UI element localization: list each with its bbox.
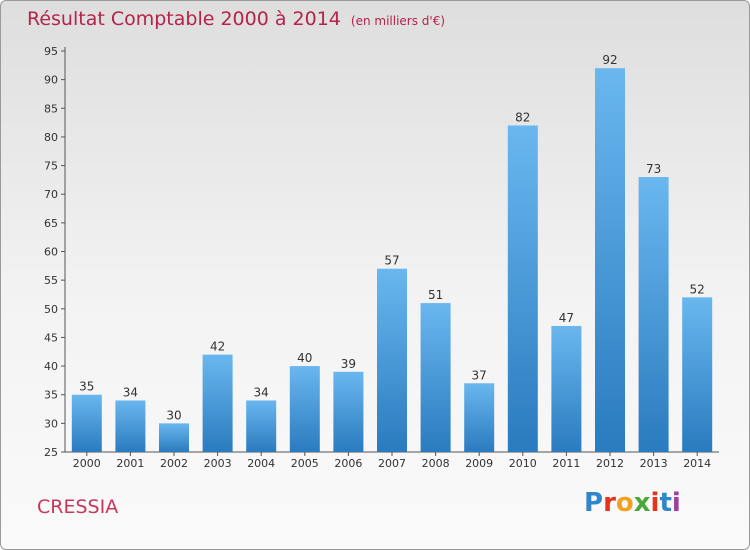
y-tick-label: 75 xyxy=(44,160,58,173)
bar xyxy=(289,366,320,452)
data-label: 47 xyxy=(559,311,574,325)
y-tick-label: 65 xyxy=(44,217,58,230)
logo-letter: o xyxy=(615,488,634,518)
chart-title-unit: (en milliers d'€) xyxy=(350,14,446,28)
bar xyxy=(377,268,407,452)
y-tick-label: 95 xyxy=(44,45,58,58)
bar xyxy=(333,371,364,452)
y-tick-label: 45 xyxy=(44,331,58,344)
bar xyxy=(464,383,495,452)
y-tick-label: 25 xyxy=(44,446,58,459)
y-tick-label: 60 xyxy=(44,246,58,259)
x-tick-label: 2006 xyxy=(334,457,362,470)
x-tick-label: 2011 xyxy=(552,457,580,470)
x-tick-label: 2007 xyxy=(378,457,406,470)
bar xyxy=(159,423,189,452)
proxiti-logo: Proxiti xyxy=(584,488,681,518)
y-tick-label: 90 xyxy=(44,74,58,87)
x-tick-label: 2008 xyxy=(422,457,450,470)
x-tick-label: 2005 xyxy=(291,457,319,470)
data-label: 37 xyxy=(472,368,487,382)
bar xyxy=(638,177,669,452)
y-tick-label: 35 xyxy=(44,389,58,402)
bar xyxy=(202,354,233,452)
data-label: 92 xyxy=(602,53,617,67)
data-label: 52 xyxy=(690,282,705,296)
logo-letter: i xyxy=(650,488,660,518)
y-tick-label: 30 xyxy=(44,417,58,430)
bar xyxy=(507,125,538,452)
logo-letter: i xyxy=(671,488,681,518)
data-label: 51 xyxy=(428,288,443,302)
logo-letter: x xyxy=(633,488,651,518)
y-tick-label: 50 xyxy=(44,303,58,316)
bar xyxy=(595,68,625,452)
data-label: 42 xyxy=(210,340,225,354)
bar xyxy=(420,303,451,452)
logo-letter: t xyxy=(659,488,672,518)
x-tick-label: 2012 xyxy=(596,457,624,470)
x-tick-label: 2003 xyxy=(204,457,232,470)
chart-title: Résultat Comptable 2000 à 2014 (en millie… xyxy=(27,8,445,30)
x-tick-label: 2009 xyxy=(465,457,493,470)
data-label: 57 xyxy=(384,254,399,268)
x-tick-label: 2002 xyxy=(160,457,188,470)
bar xyxy=(115,400,146,452)
x-tick-label: 2000 xyxy=(73,457,101,470)
data-label: 73 xyxy=(646,162,661,176)
x-tick-label: 2010 xyxy=(509,457,537,470)
logo-letter: P xyxy=(584,488,604,518)
chart-title-main: Résultat Comptable 2000 à 2014 xyxy=(27,8,341,30)
bar xyxy=(71,394,102,452)
y-tick-label: 55 xyxy=(44,274,58,287)
data-label: 30 xyxy=(166,408,181,422)
x-tick-label: 2014 xyxy=(683,457,711,470)
bar xyxy=(682,297,713,452)
data-label: 39 xyxy=(341,357,356,371)
y-tick-label: 40 xyxy=(44,360,58,373)
y-tick-label: 80 xyxy=(44,131,58,144)
x-tick-label: 2001 xyxy=(116,457,144,470)
x-tick-label: 2004 xyxy=(247,457,275,470)
data-label: 34 xyxy=(254,385,269,399)
bar xyxy=(246,400,277,452)
data-label: 40 xyxy=(297,351,312,365)
logo-letter: r xyxy=(603,488,616,518)
data-label: 82 xyxy=(515,110,530,124)
data-label: 35 xyxy=(79,380,94,394)
data-label: 34 xyxy=(123,385,138,399)
town-name: CRESSIA xyxy=(37,496,119,518)
x-tick-label: 2013 xyxy=(640,457,668,470)
y-tick-label: 70 xyxy=(44,188,58,201)
y-tick-label: 85 xyxy=(44,102,58,115)
bar xyxy=(551,325,582,452)
